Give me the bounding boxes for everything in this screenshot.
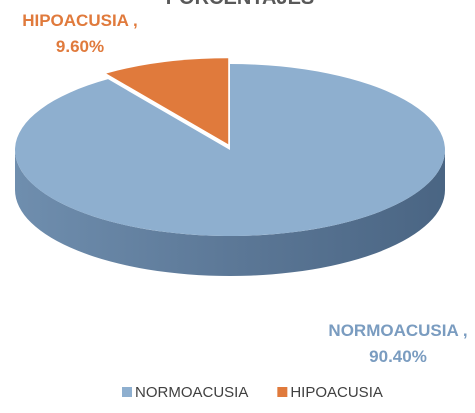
legend-label: HIPOACUSIA [290,384,383,401]
chart-title: PORCENTAJES [166,0,315,9]
pie-slice [106,58,229,145]
data-label: HIPOACUSIA , 9.60% [22,11,138,56]
data-label: NORMOACUSIA , 90.40% [328,321,468,366]
pie-slice [14,64,446,237]
legend-swatch [277,387,288,397]
legend-swatch [122,387,132,397]
pie-side [15,150,445,276]
legend-label: NORMOACUSIA [135,384,248,401]
